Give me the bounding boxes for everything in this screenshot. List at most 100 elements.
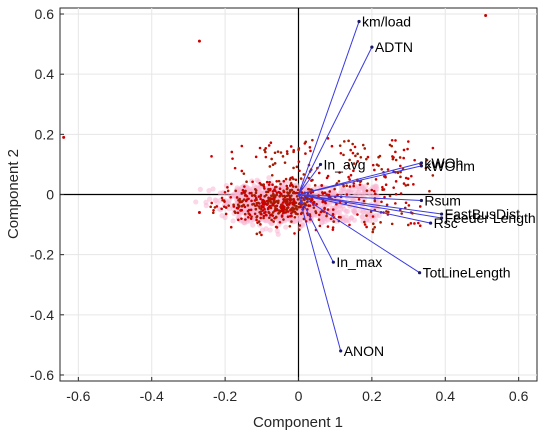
score-point [282, 197, 285, 201]
score-point [363, 223, 367, 226]
score-point [275, 226, 279, 229]
score-point [284, 177, 288, 181]
score-point [265, 180, 269, 184]
score-point [267, 210, 270, 214]
score-point [271, 190, 275, 193]
loading-label: kWOhm [424, 158, 475, 174]
score-point [278, 194, 282, 197]
score-point [394, 150, 397, 154]
score-halo-point [365, 190, 372, 196]
score-point [250, 199, 253, 203]
score-point [227, 204, 230, 207]
score-point [358, 183, 362, 186]
score-point [240, 217, 243, 220]
score-point [277, 211, 281, 215]
score-point [323, 206, 326, 210]
score-point [246, 204, 250, 207]
loading-endpoint [440, 212, 444, 216]
score-point [362, 199, 366, 203]
score-point [288, 184, 292, 187]
score-point [258, 202, 261, 205]
score-point [235, 196, 239, 199]
score-halo-point [264, 215, 270, 221]
score-point [286, 152, 289, 156]
score-point [292, 177, 295, 181]
score-point [241, 188, 245, 192]
y-tick-label: 0.4 [35, 66, 55, 82]
score-point [298, 228, 301, 231]
score-point [390, 222, 394, 226]
score-point [308, 146, 312, 149]
score-point [233, 210, 236, 213]
score-point [297, 160, 301, 163]
score-point [272, 200, 276, 203]
score-point [313, 184, 317, 187]
score-point [373, 192, 377, 196]
score-point [269, 213, 272, 217]
score-point [373, 199, 377, 203]
score-point [359, 155, 363, 159]
score-point [226, 189, 230, 193]
score-point [270, 157, 273, 161]
score-point [321, 200, 325, 204]
score-point [222, 205, 226, 208]
score-point [299, 212, 303, 216]
score-point [317, 218, 321, 222]
score-point [274, 209, 278, 212]
score-point [318, 224, 322, 228]
score-point [352, 162, 356, 165]
score-point [279, 182, 282, 186]
score-point [209, 205, 212, 209]
score-point [377, 164, 380, 167]
loading-label: ADTN [375, 39, 413, 55]
score-halo-point [353, 191, 359, 198]
x-tick-label: 0.2 [362, 388, 382, 404]
x-tick-label: -0.2 [213, 388, 237, 404]
score-point [356, 152, 359, 156]
score-point [291, 191, 295, 195]
score-point [275, 185, 278, 189]
score-point [329, 217, 333, 221]
score-halo-point [367, 217, 373, 224]
score-point [268, 199, 271, 203]
score-point [321, 192, 325, 195]
score-point [220, 196, 224, 200]
score-point [335, 202, 338, 206]
score-point [413, 158, 416, 162]
score-point [236, 211, 240, 215]
score-point [253, 204, 257, 207]
score-point [275, 200, 278, 203]
score-point [357, 198, 361, 201]
score-point [384, 183, 388, 187]
score-point [265, 199, 269, 203]
score-halo-point [242, 220, 248, 226]
score-point [272, 220, 275, 223]
score-point [407, 204, 411, 207]
score-point [271, 183, 274, 187]
score-point [392, 186, 396, 189]
score-point [210, 155, 213, 158]
score-point [275, 179, 279, 183]
score-point [296, 198, 300, 201]
score-point [247, 197, 250, 201]
y-tick-label: 0.6 [35, 6, 55, 22]
score-point [290, 188, 294, 192]
score-point [247, 215, 250, 219]
score-point [406, 147, 409, 151]
score-halo-point [297, 216, 303, 222]
loading-endpoint [417, 271, 422, 275]
score-point [249, 208, 253, 212]
score-point [264, 150, 267, 154]
score-point [295, 205, 298, 208]
loading-label: kWOh [424, 155, 463, 171]
score-point [244, 218, 247, 221]
score-point [308, 204, 312, 207]
score-point [295, 208, 299, 211]
x-axis-label: Component 1 [253, 414, 343, 431]
score-point [220, 207, 223, 211]
score-point [239, 209, 242, 212]
score-point [388, 194, 392, 198]
score-point [223, 190, 227, 194]
score-point [271, 163, 275, 167]
score-point [290, 220, 293, 223]
